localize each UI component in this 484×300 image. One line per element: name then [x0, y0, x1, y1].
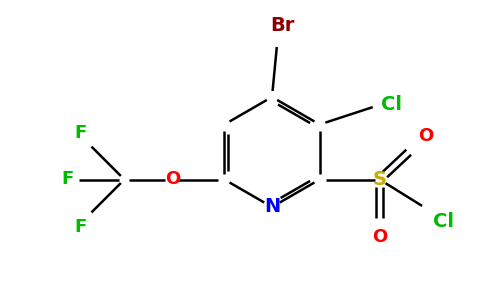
- Text: F: F: [61, 170, 74, 188]
- Text: O: O: [372, 227, 387, 245]
- Text: F: F: [74, 124, 86, 142]
- Text: F: F: [74, 218, 86, 236]
- Text: O: O: [165, 170, 180, 188]
- Text: Br: Br: [270, 16, 294, 35]
- Text: N: N: [264, 197, 280, 217]
- Text: Cl: Cl: [380, 95, 402, 114]
- Text: S: S: [373, 170, 387, 189]
- Text: O: O: [418, 127, 433, 145]
- Text: Cl: Cl: [433, 212, 454, 230]
